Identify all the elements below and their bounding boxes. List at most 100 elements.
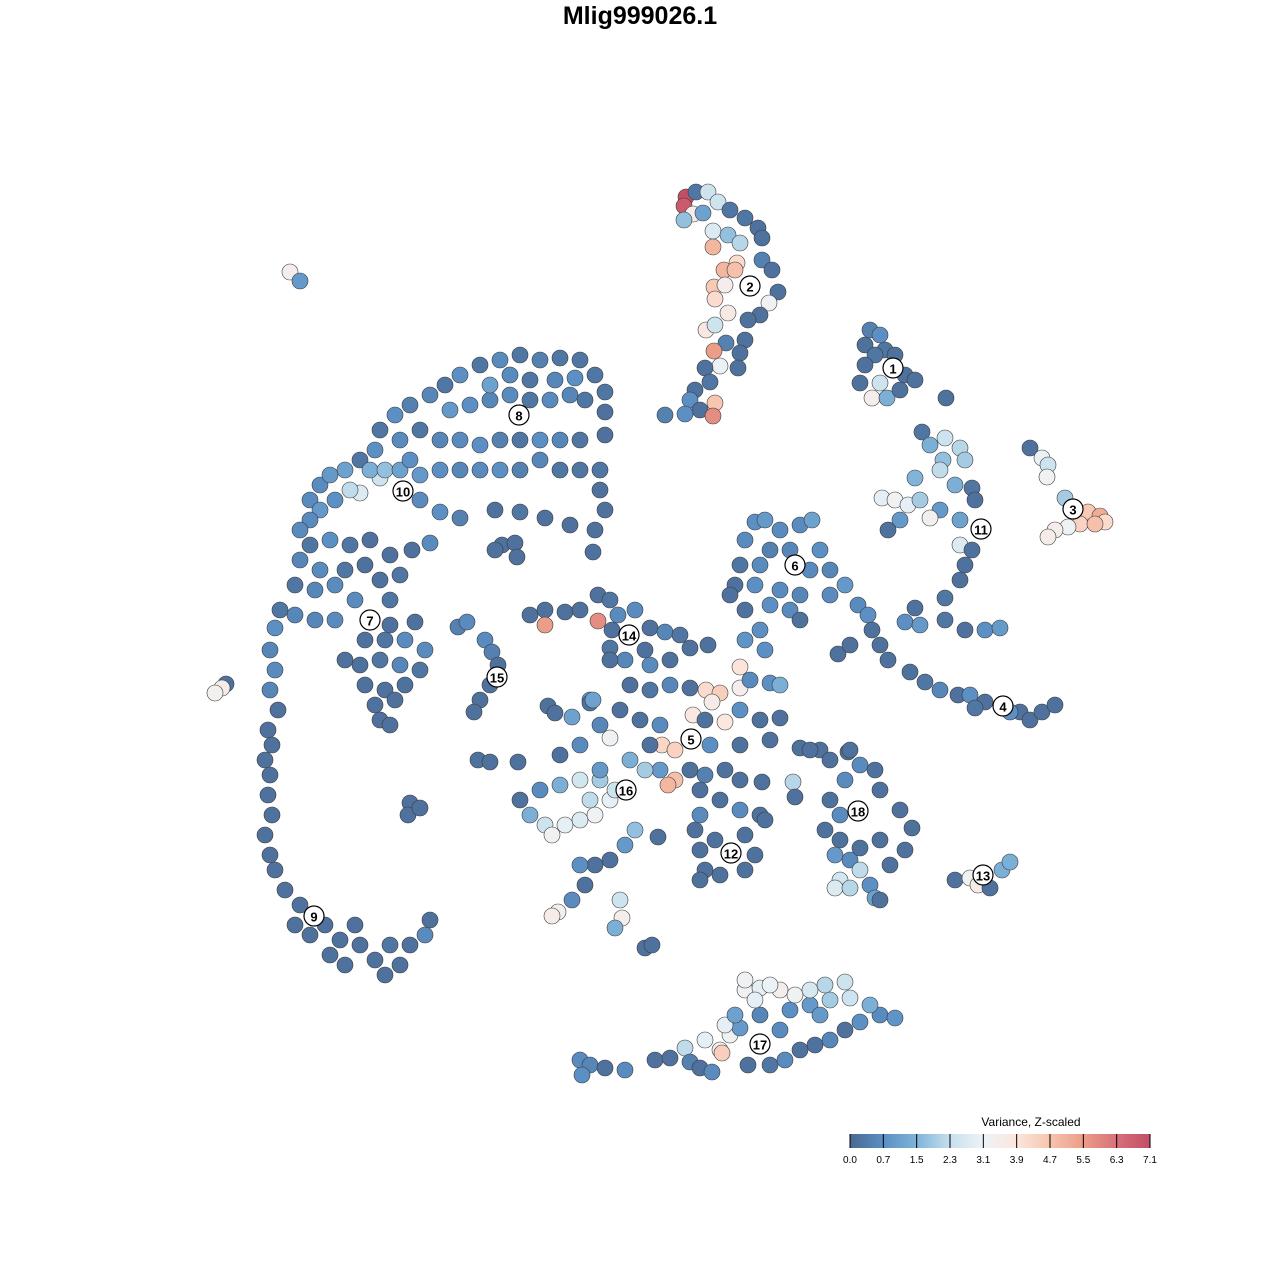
- data-point: [704, 238, 722, 256]
- data-point: [556, 816, 574, 834]
- data-point: [891, 511, 909, 529]
- data-point: [571, 736, 589, 754]
- data-point: [566, 369, 584, 387]
- data-point: [391, 956, 409, 974]
- data-point: [704, 407, 722, 425]
- data-point: [1039, 528, 1057, 546]
- data-point: [381, 716, 399, 734]
- data-point: [571, 461, 589, 479]
- data-point: [856, 336, 874, 354]
- data-point: [511, 461, 529, 479]
- data-point: [536, 616, 554, 634]
- data-point: [666, 741, 684, 759]
- data-point: [936, 611, 954, 629]
- data-point: [401, 451, 419, 469]
- data-point: [626, 601, 644, 619]
- data-point: [491, 431, 509, 449]
- cluster-label-text: 2: [746, 280, 753, 295]
- data-point: [511, 346, 529, 364]
- data-point: [481, 753, 499, 771]
- data-point: [311, 476, 329, 494]
- cluster-label: 5: [680, 728, 702, 750]
- legend-tick-label: 1.5: [910, 1155, 924, 1166]
- cluster-label-marker: [970, 518, 992, 540]
- data-point: [301, 536, 319, 554]
- data-point: [543, 826, 561, 844]
- data-point: [966, 491, 984, 509]
- data-point: [906, 599, 924, 617]
- data-point: [771, 709, 789, 727]
- data-point: [263, 736, 281, 754]
- data-point: [661, 1049, 679, 1067]
- data-point: [431, 503, 449, 521]
- data-point: [601, 651, 619, 669]
- data-point: [936, 589, 954, 607]
- data-point: [691, 781, 709, 799]
- cluster-label-marker: [680, 728, 702, 750]
- legend-tick-label: 3.9: [1010, 1155, 1024, 1166]
- data-point: [261, 641, 279, 659]
- data-point: [1021, 439, 1039, 457]
- cluster-label-marker: [749, 1033, 771, 1055]
- data-point: [266, 619, 284, 637]
- cluster-label-marker: [303, 905, 325, 927]
- data-point: [563, 708, 581, 726]
- data-point: [261, 681, 279, 699]
- data-point: [771, 1021, 789, 1039]
- cluster-label-marker: [486, 666, 508, 688]
- data-point: [551, 431, 569, 449]
- data-point: [376, 681, 394, 699]
- data-point: [761, 731, 779, 749]
- cluster-label-text: 3: [1069, 503, 1076, 518]
- data-point: [491, 351, 509, 369]
- cluster-label-marker: [847, 800, 869, 822]
- data-point: [951, 511, 969, 529]
- data-point: [931, 681, 949, 699]
- data-point: [266, 661, 284, 679]
- data-point: [616, 1061, 634, 1079]
- data-point: [376, 966, 394, 984]
- data-point: [591, 481, 609, 499]
- data-point: [263, 806, 281, 824]
- data-point: [531, 431, 549, 449]
- cluster-label: 4: [992, 695, 1014, 717]
- data-point: [269, 701, 287, 719]
- data-point: [736, 971, 754, 989]
- data-point: [366, 696, 384, 714]
- data-point: [681, 639, 699, 657]
- data-point: [531, 351, 549, 369]
- data-point: [291, 521, 309, 539]
- data-point: [421, 386, 439, 404]
- data-point: [821, 586, 839, 604]
- data-point: [736, 631, 754, 649]
- cluster-label: 2: [739, 275, 761, 297]
- data-point: [911, 491, 929, 509]
- data-point: [821, 561, 839, 579]
- data-point: [576, 391, 594, 409]
- data-point: [391, 431, 409, 449]
- data-point: [716, 713, 734, 731]
- data-point: [691, 841, 709, 859]
- cluster-label-text: 11: [974, 523, 988, 538]
- data-point: [521, 371, 539, 389]
- data-point: [719, 226, 737, 244]
- data-point: [801, 741, 819, 759]
- data-point: [879, 521, 897, 539]
- data-point: [751, 711, 769, 729]
- data-point: [461, 396, 479, 414]
- data-point: [821, 991, 839, 1009]
- data-point: [591, 761, 609, 779]
- data-point: [601, 851, 619, 869]
- data-point: [671, 626, 689, 644]
- cluster-label: 7: [359, 609, 381, 631]
- data-point: [621, 676, 639, 694]
- color-legend: Variance, Z-scaled 0.0 0.7 1.5 2.3 3.1 3.9 4.7…: [843, 1115, 1157, 1166]
- data-point: [491, 461, 509, 479]
- cluster-label: 17: [749, 1033, 771, 1055]
- data-point: [826, 846, 844, 864]
- data-point: [1086, 515, 1104, 533]
- data-point: [731, 658, 749, 676]
- data-point: [656, 406, 674, 424]
- data-point: [641, 681, 659, 699]
- data-point: [306, 581, 324, 599]
